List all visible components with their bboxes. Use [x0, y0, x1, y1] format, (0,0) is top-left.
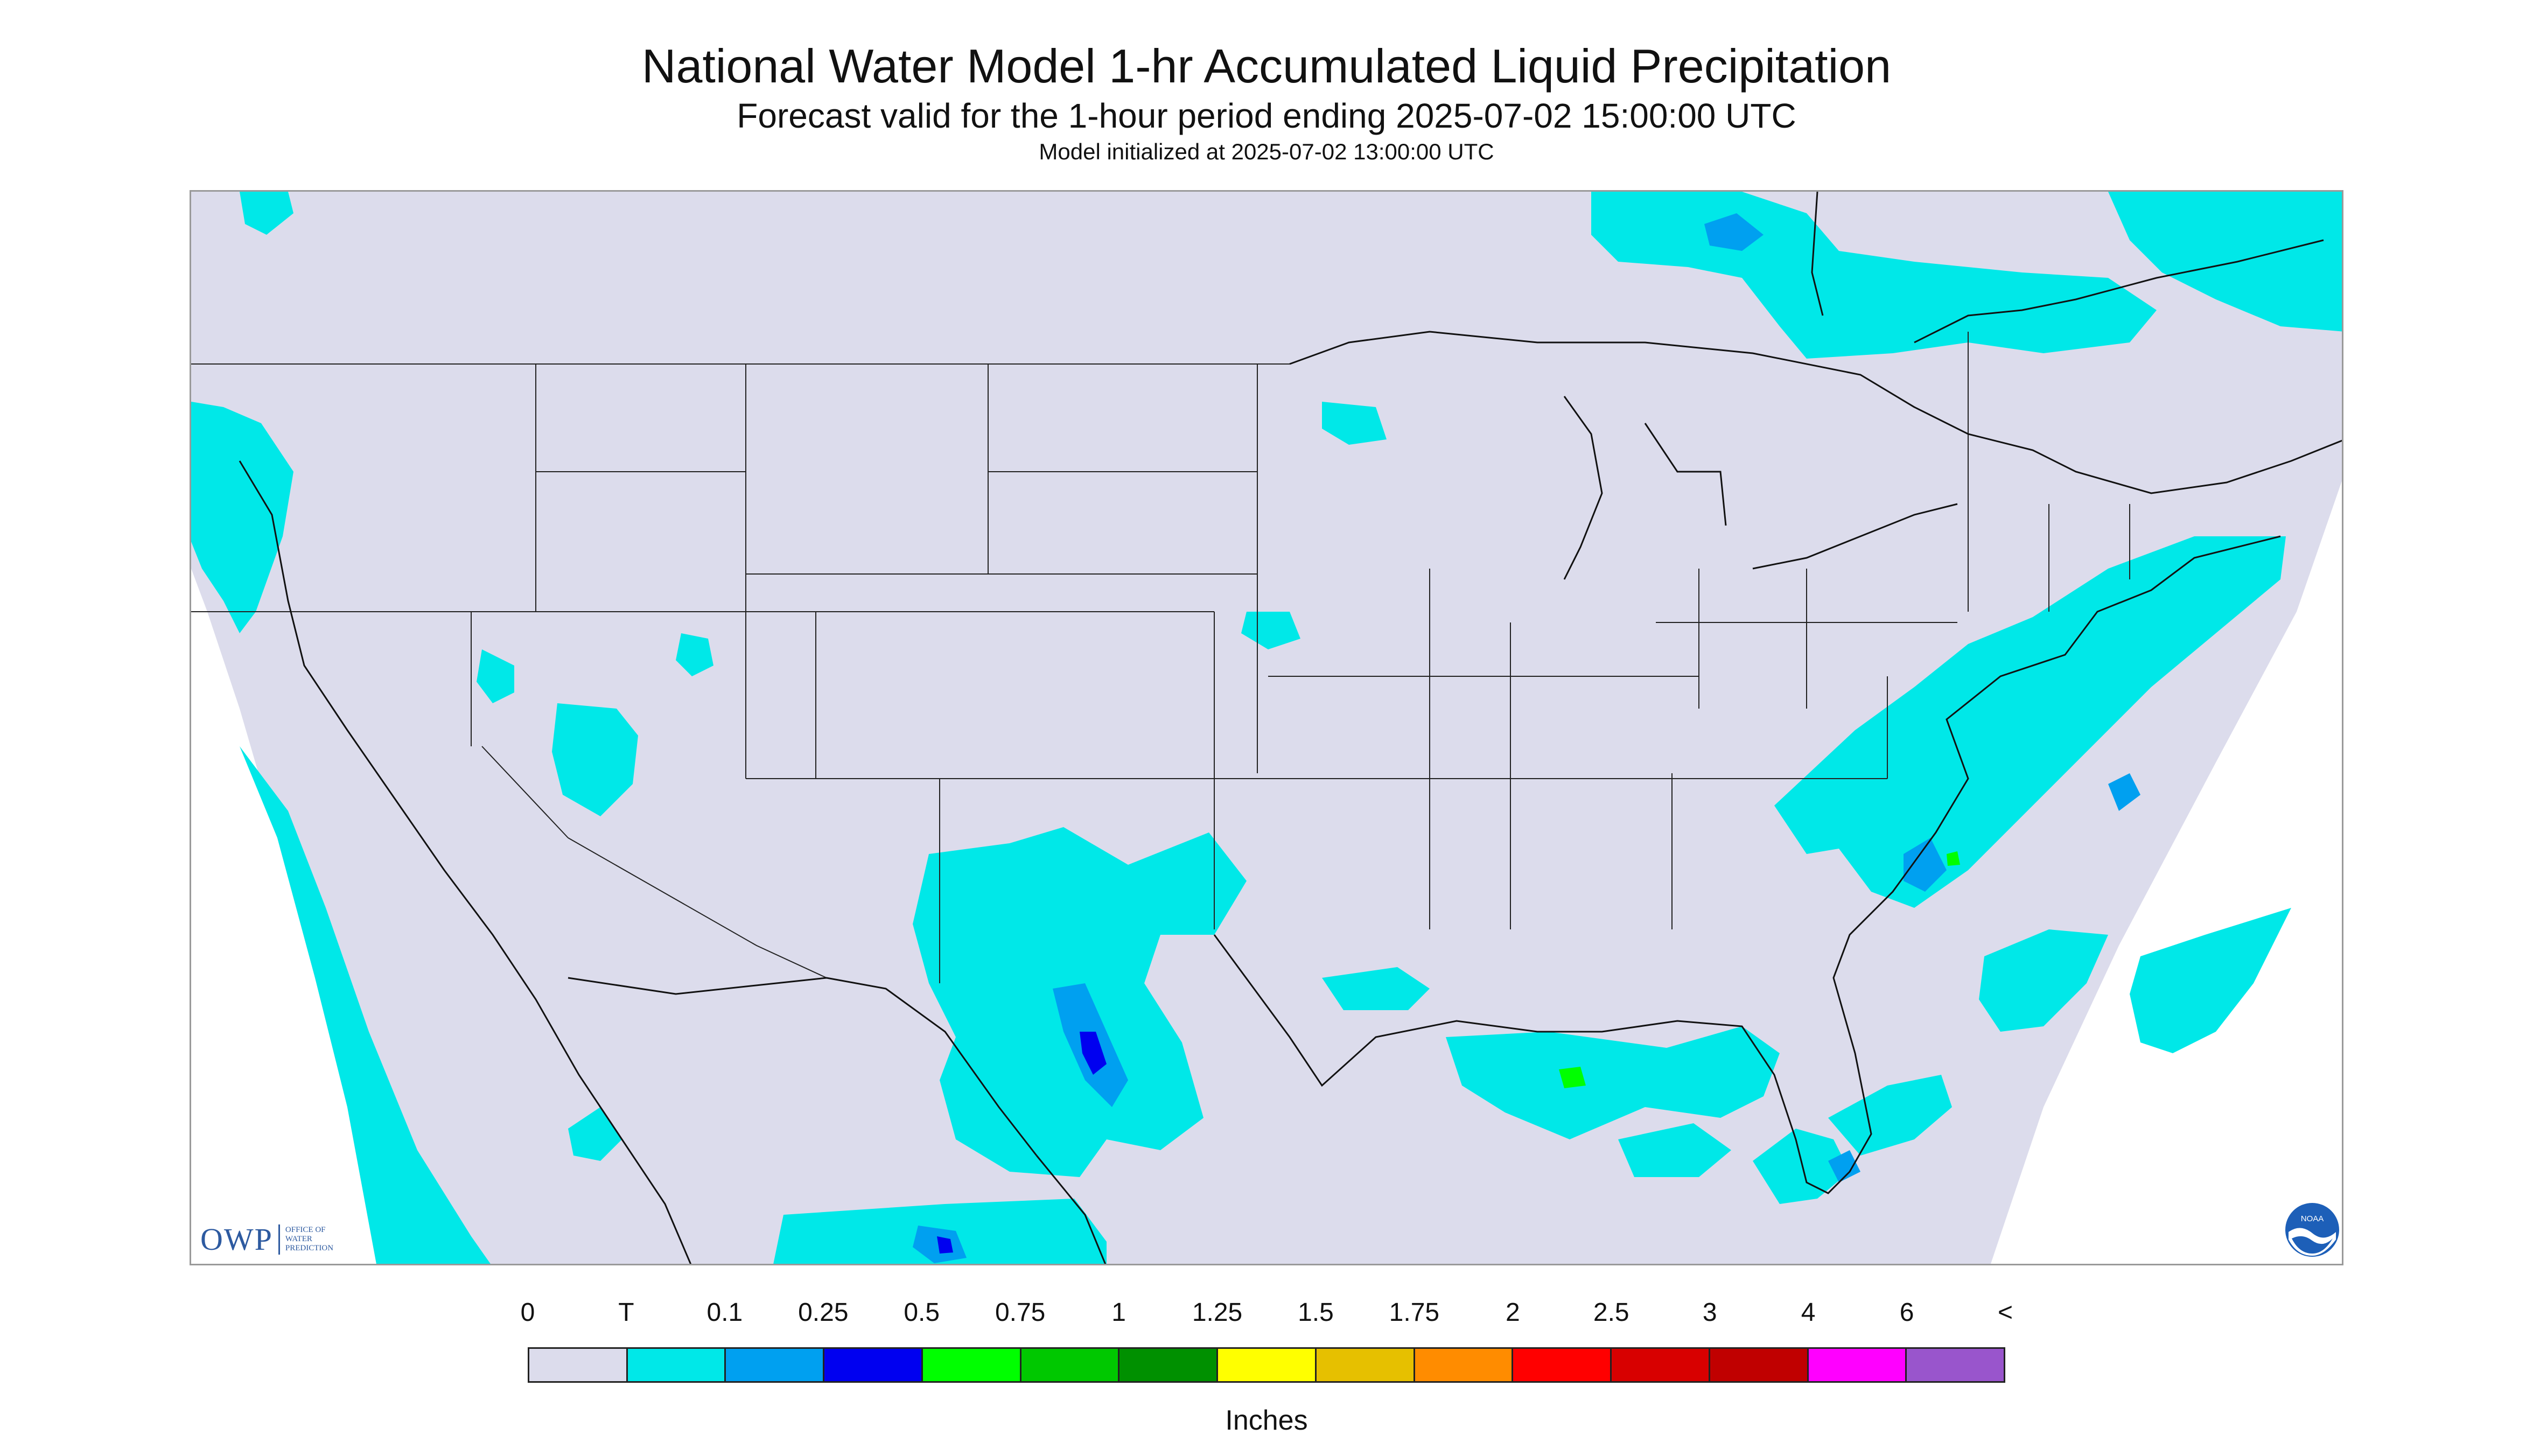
owp-logo-line: PREDICTION: [285, 1244, 334, 1252]
noaa-logo-text: NOAA: [2301, 1214, 2324, 1223]
legend-label: 0.5: [904, 1298, 940, 1327]
legend-label: 0.25: [798, 1298, 849, 1327]
legend-swatch: [1119, 1349, 1219, 1381]
legend-label: 4: [1801, 1298, 1816, 1327]
legend-swatch: [529, 1349, 628, 1381]
owp-logo-subtext: OFFICE OF WATER PREDICTION: [285, 1226, 333, 1253]
legend-label: <: [1997, 1298, 2013, 1327]
map-subtitle: Forecast valid for the 1-hour period end…: [737, 96, 1796, 135]
owp-logo: OWP OFFICE OF WATER PREDICTION: [200, 1221, 333, 1257]
legend-swatch: [1907, 1349, 2004, 1381]
owp-logo-line: OFFICE OF: [285, 1226, 326, 1234]
legend-swatch: [627, 1349, 726, 1381]
legend-swatch: [726, 1349, 825, 1381]
heavy-precip-areas: [1559, 851, 1960, 1088]
legend-swatch: [922, 1349, 1021, 1381]
legend-label: 2.5: [1593, 1298, 1629, 1327]
legend-label: 6: [1899, 1298, 1914, 1327]
map-domain: [191, 192, 2342, 1264]
legend-label: 1.75: [1389, 1298, 1440, 1327]
precipitation-map: [190, 190, 2343, 1265]
legend-units: Inches: [1225, 1405, 1308, 1436]
legend-label: 0.75: [995, 1298, 1046, 1327]
legend-labels: 0 T 0.1 0.25 0.5 0.75 1 1.25 1.5 1.75 2 2.5 3 4 6 <: [0, 1298, 2533, 1335]
trace-precip-areas: [191, 192, 2342, 1264]
model-init-line: Model initialized at 2025-07-02 13:00:00…: [1039, 139, 1494, 164]
legend-label: 1.5: [1298, 1298, 1334, 1327]
legend-swatch: [1415, 1349, 1514, 1381]
moderate-precip-areas: [937, 1032, 1107, 1254]
state-boundaries: [191, 332, 2130, 983]
legend-swatch: [1612, 1349, 1710, 1381]
owp-logo-divider: [278, 1224, 280, 1255]
legend-label: 0: [520, 1298, 535, 1327]
legend-swatch: [1316, 1349, 1415, 1381]
legend-swatch: [1513, 1349, 1612, 1381]
map-canvas: [191, 192, 2342, 1264]
owp-logo-text: OWP: [200, 1222, 273, 1257]
legend-label: 0.1: [706, 1298, 743, 1327]
legend-swatch: [1218, 1349, 1317, 1381]
legend-label: 1: [1111, 1298, 1126, 1327]
legend-swatch: [1808, 1349, 1907, 1381]
coastlines-and-borders: [239, 192, 2342, 1264]
legend-label: 1.25: [1192, 1298, 1243, 1327]
legend-swatch: [824, 1349, 923, 1381]
legend-label: T: [618, 1298, 634, 1327]
legend-label: 3: [1702, 1298, 1717, 1327]
owp-logo-line: WATER: [285, 1235, 312, 1243]
legend-swatch: [1710, 1349, 1809, 1381]
legend-swatch: [1021, 1349, 1120, 1381]
legend-label: 2: [1505, 1298, 1520, 1327]
map-title: National Water Model 1-hr Accumulated Li…: [641, 39, 1892, 93]
noaa-logo: NOAA: [2285, 1203, 2339, 1257]
legend-color-bar: [528, 1347, 2005, 1383]
